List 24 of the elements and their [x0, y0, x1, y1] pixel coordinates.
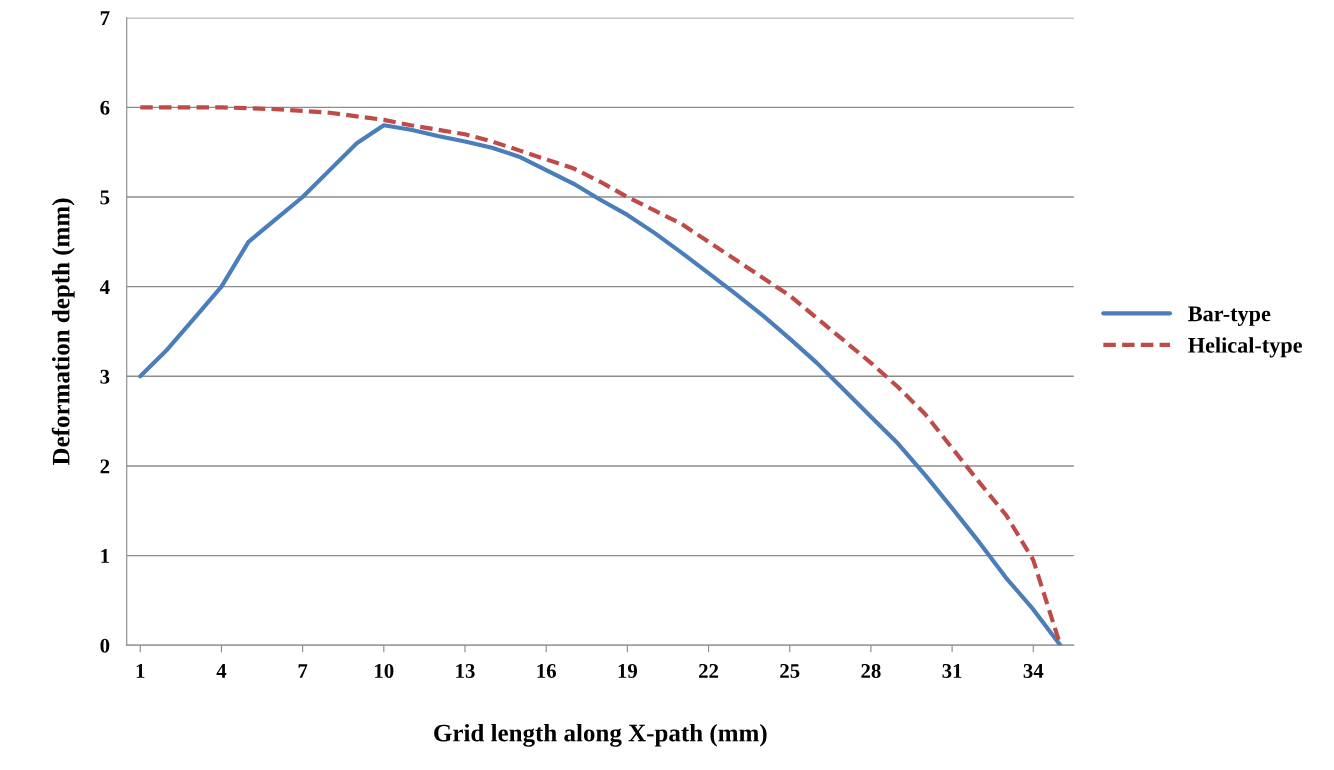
legend-label: Helical-type — [1188, 337, 1302, 358]
x-axis-title: Grid length along X-path (mm) — [434, 723, 767, 747]
x-tick-label: 31 — [942, 663, 962, 678]
x-tick-label: 10 — [375, 663, 394, 678]
x-tick-label: 13 — [456, 663, 475, 678]
y-tick-label: 2 — [100, 459, 110, 474]
y-tick-label: 6 — [100, 100, 110, 115]
y-tick-label: 5 — [100, 190, 110, 205]
y-tick-label: 0 — [100, 638, 110, 653]
y-tick-label: 3 — [100, 369, 110, 384]
y-tick-label: 4 — [99, 280, 110, 294]
x-tick-label: 25 — [780, 663, 800, 678]
x-tick-label: 19 — [618, 663, 638, 678]
legend-label: Bar-type — [1188, 306, 1271, 326]
x-tick-label: 34 — [1023, 663, 1044, 678]
x-tick-label: 16 — [537, 663, 556, 678]
x-tick-label: 4 — [216, 664, 227, 678]
x-tick-label: 1 — [136, 664, 145, 678]
x-tick-label: 7 — [298, 664, 308, 678]
x-tick-label: 22 — [699, 663, 719, 678]
y-tick-label: 7 — [100, 11, 110, 25]
x-tick-label: 28 — [861, 663, 881, 678]
y-axis-title: Deformation depth (mm) — [51, 198, 75, 466]
y-tick-label: 1 — [101, 549, 109, 563]
